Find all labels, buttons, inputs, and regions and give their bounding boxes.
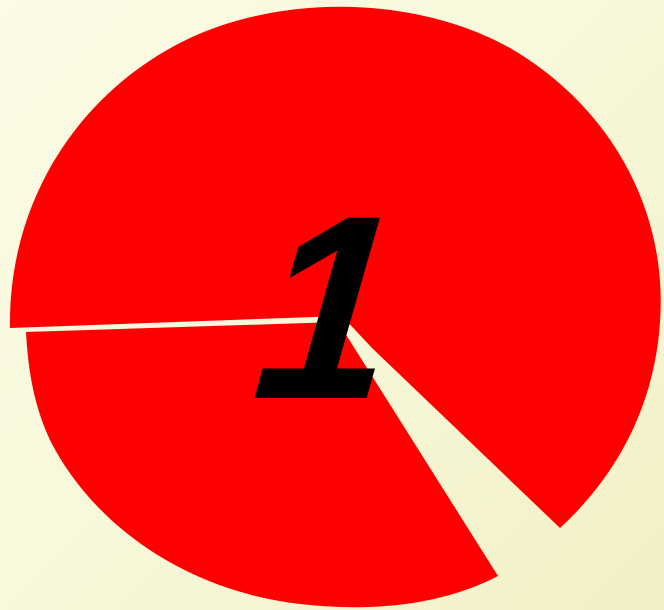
segment-lower-left xyxy=(26,322,498,608)
segment-upper xyxy=(9,6,661,529)
